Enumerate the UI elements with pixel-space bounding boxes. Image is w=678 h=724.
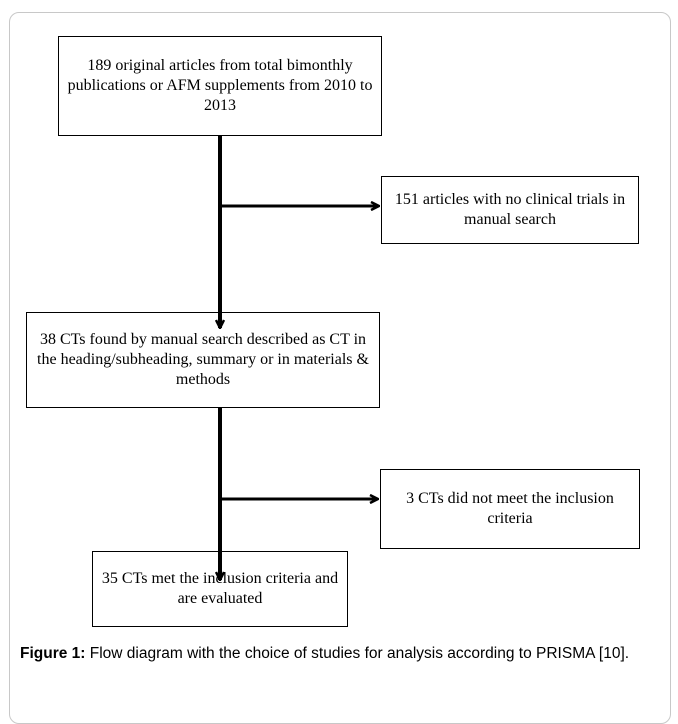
box-original-articles: 189 original articles from total bimonth… — [58, 36, 382, 136]
box-excluded-no-clinical-trials-text: 151 articles with no clinical trials in … — [394, 191, 626, 228]
box-excluded-no-clinical-trials: 151 articles with no clinical trials in … — [381, 176, 639, 244]
figure-caption: Figure 1: Flow diagram with the choice o… — [20, 644, 668, 663]
box-cts-found: 38 CTs found by manual search described … — [26, 312, 380, 408]
box-excluded-criteria: 3 CTs did not meet the inclusion criteri… — [380, 469, 640, 549]
box-cts-found-text: 38 CTs found by manual search described … — [37, 331, 369, 388]
caption-text: Flow diagram with the choice of studies … — [85, 645, 630, 662]
box-original-articles-text: 189 original articles from total bimonth… — [67, 57, 373, 114]
box-excluded-criteria-text: 3 CTs did not meet the inclusion criteri… — [406, 490, 614, 527]
caption-label: Figure 1: — [20, 645, 86, 662]
